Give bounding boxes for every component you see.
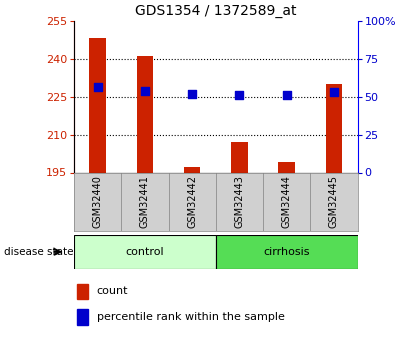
Text: GSM32443: GSM32443 xyxy=(234,175,245,228)
Bar xyxy=(74,235,216,269)
Text: control: control xyxy=(126,247,164,257)
Bar xyxy=(89,38,106,172)
Point xyxy=(236,92,242,98)
Text: GSM32440: GSM32440 xyxy=(92,175,103,228)
Text: GSM32442: GSM32442 xyxy=(187,175,197,228)
Bar xyxy=(77,309,88,325)
Text: disease state: disease state xyxy=(4,247,74,257)
Text: GSM32441: GSM32441 xyxy=(140,175,150,228)
Text: count: count xyxy=(97,286,128,296)
Bar xyxy=(231,142,248,172)
Bar xyxy=(326,84,342,172)
Bar xyxy=(216,235,358,269)
Text: percentile rank within the sample: percentile rank within the sample xyxy=(97,312,284,322)
Text: cirrhosis: cirrhosis xyxy=(263,247,310,257)
Point xyxy=(283,92,290,98)
Text: GSM32445: GSM32445 xyxy=(329,175,339,228)
Bar xyxy=(136,56,153,172)
Point xyxy=(330,89,337,95)
Bar xyxy=(77,284,88,299)
Bar xyxy=(184,167,201,172)
Point xyxy=(189,91,195,96)
Point xyxy=(94,85,101,90)
Point xyxy=(141,88,148,93)
Title: GDS1354 / 1372589_at: GDS1354 / 1372589_at xyxy=(135,4,296,18)
Text: GSM32444: GSM32444 xyxy=(282,175,292,228)
Bar xyxy=(278,162,295,172)
